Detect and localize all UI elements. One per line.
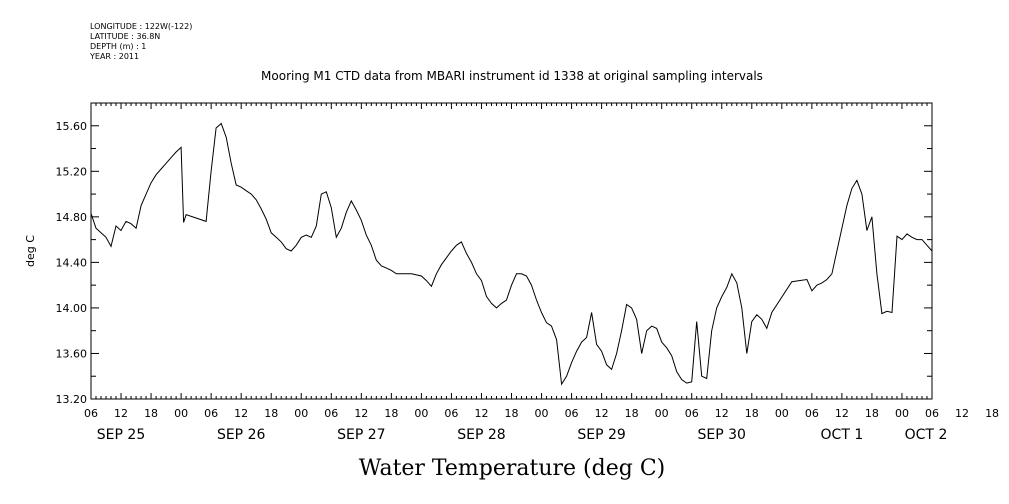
x-tick-label: 06 bbox=[84, 407, 98, 420]
x-tick-label: 12 bbox=[354, 407, 368, 420]
x-tick-label: 18 bbox=[625, 407, 639, 420]
y-tick-label: 15.60 bbox=[56, 120, 88, 133]
x-tick-label: 18 bbox=[985, 407, 999, 420]
header-metadata: LONGITUDE : 122W(-122) LATITUDE : 36.8N … bbox=[89, 22, 192, 61]
x-tick-label: 12 bbox=[114, 407, 128, 420]
x-day-label: OCT 2 bbox=[905, 427, 948, 443]
x-tick-label: 06 bbox=[204, 407, 218, 420]
x-tick-label: 12 bbox=[715, 407, 729, 420]
x-tick-label: 12 bbox=[835, 407, 849, 420]
x-day-label: SEP 30 bbox=[698, 427, 746, 443]
x-tick-label: 06 bbox=[565, 407, 579, 420]
x-day-label: SEP 27 bbox=[337, 427, 385, 443]
x-tick-label: 12 bbox=[474, 407, 488, 420]
x-tick-label: 18 bbox=[505, 407, 519, 420]
x-day-label: SEP 29 bbox=[577, 427, 625, 443]
x-tick-label: 12 bbox=[955, 407, 969, 420]
plot-frame bbox=[90, 102, 933, 400]
x-tick-label: 18 bbox=[865, 407, 879, 420]
x-tick-labels: 06 12 18 00 06 12 18 00 06 12 18 00 06 12 18 00 06 12 18 00… bbox=[84, 407, 999, 420]
x-tick-label: 12 bbox=[234, 407, 248, 420]
x-day-label: SEP 26 bbox=[217, 427, 266, 443]
y-tick-label: 14.80 bbox=[56, 211, 88, 224]
y-tick-label: 13.20 bbox=[56, 393, 88, 406]
chart-title: Mooring M1 CTD data from MBARI instrumen… bbox=[261, 69, 763, 83]
year-label: YEAR : 2011 bbox=[89, 52, 139, 61]
y-tick-label: 14.00 bbox=[56, 302, 88, 315]
x-tick-label: 18 bbox=[745, 407, 759, 420]
latitude-label: LATITUDE : 36.8N bbox=[90, 32, 160, 41]
x-day-label: SEP 25 bbox=[97, 427, 145, 443]
x-tick-label: 18 bbox=[384, 407, 398, 420]
x-day-label: OCT 1 bbox=[821, 427, 864, 443]
x-tick-label: 00 bbox=[294, 407, 308, 420]
x-day-label: SEP 28 bbox=[457, 427, 505, 443]
y-axis-label: deg C bbox=[24, 235, 37, 267]
x-tick-label: 00 bbox=[174, 407, 188, 420]
x-tick-label: 18 bbox=[264, 407, 278, 420]
x-tick-label: 00 bbox=[655, 407, 669, 420]
x-tick-label: 06 bbox=[925, 407, 939, 420]
x-tick-label: 00 bbox=[414, 407, 428, 420]
x-tick-label: 06 bbox=[444, 407, 458, 420]
x-tick-label: 00 bbox=[535, 407, 549, 420]
axis-ticks bbox=[90, 102, 933, 400]
y-tick-label: 15.20 bbox=[56, 165, 88, 178]
x-tick-label: 00 bbox=[895, 407, 909, 420]
x-tick-label: 12 bbox=[595, 407, 609, 420]
x-tick-label: 06 bbox=[324, 407, 338, 420]
longitude-label: LONGITUDE : 122W(-122) bbox=[90, 22, 192, 31]
x-tick-label: 06 bbox=[685, 407, 699, 420]
x-axis-title: Water Temperature (deg C) bbox=[359, 456, 666, 481]
series-line bbox=[90, 122, 933, 386]
y-tick-label: 13.60 bbox=[56, 347, 88, 360]
x-tick-label: 00 bbox=[775, 407, 789, 420]
depth-label: DEPTH (m) : 1 bbox=[90, 42, 146, 51]
x-day-labels: SEP 25 SEP 26 SEP 27 SEP 28 SEP 29 SEP 30 OCT … bbox=[97, 427, 948, 443]
x-tick-label: 06 bbox=[805, 407, 819, 420]
y-tick-labels: 13.20 13.60 14.00 14.40 14.80 15.20 15.60 bbox=[56, 120, 88, 406]
x-tick-label: 18 bbox=[144, 407, 158, 420]
y-tick-label: 14.40 bbox=[56, 256, 88, 269]
